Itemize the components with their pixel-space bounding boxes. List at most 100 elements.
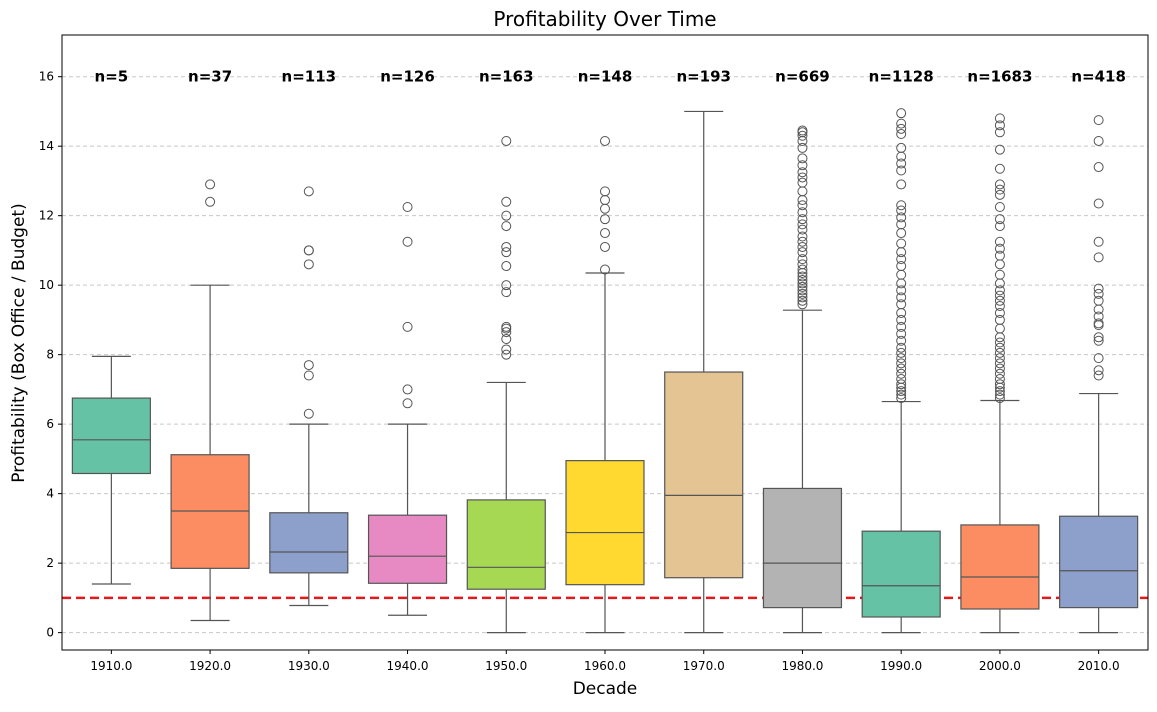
outlier-point	[994, 243, 1005, 254]
box-2010.0	[1059, 115, 1139, 634]
outlier-point	[896, 347, 907, 358]
outlier-point	[303, 360, 314, 371]
outlier-point	[797, 219, 808, 230]
outlier-point	[994, 342, 1005, 353]
outlier-point	[501, 221, 512, 232]
outlier-point	[994, 368, 1005, 379]
outlier-point	[600, 186, 610, 197]
outlier-point	[1093, 335, 1104, 346]
count-label: n=1128	[869, 68, 934, 86]
outlier-point	[896, 335, 907, 346]
outlier-point	[994, 278, 1005, 289]
outlier-point	[1093, 304, 1104, 315]
outlier-point	[600, 241, 610, 252]
outlier-point	[896, 118, 907, 129]
outlier-point	[896, 278, 907, 289]
y-tick-label: 2	[46, 556, 54, 570]
outlier-point	[501, 241, 512, 252]
outlier-point	[994, 337, 1005, 348]
outlier-point	[1093, 283, 1104, 294]
count-label: n=418	[1071, 68, 1126, 86]
outlier-point	[896, 238, 907, 249]
outlier-point	[797, 236, 808, 247]
outlier-point	[797, 172, 808, 183]
outlier-point	[994, 214, 1005, 225]
outlier-point	[994, 379, 1005, 390]
outlier-point	[797, 142, 808, 153]
outlier-point	[797, 292, 808, 303]
outlier-point	[994, 269, 1005, 280]
count-label: n=669	[775, 68, 830, 86]
outlier-point	[1093, 311, 1104, 322]
outlier-point	[402, 201, 413, 212]
count-label: n=148	[578, 68, 633, 86]
outlier-point	[797, 278, 808, 289]
outlier-point	[896, 165, 907, 176]
outlier-point	[797, 125, 808, 136]
count-label: n=193	[676, 68, 731, 86]
iqr-box	[565, 460, 645, 586]
box-1960.0	[565, 135, 645, 634]
y-tick-label: 0	[46, 626, 54, 640]
outlier-point	[896, 219, 907, 230]
outlier-point	[1093, 370, 1104, 381]
outlier-point	[600, 228, 610, 239]
count-label: n=37	[188, 68, 232, 86]
outlier-point	[402, 236, 413, 247]
outlier-point	[896, 328, 907, 339]
outlier-point	[797, 285, 808, 296]
box-1990.0	[861, 108, 941, 634]
outlier-point	[1093, 365, 1104, 376]
outlier-point	[797, 167, 808, 178]
outlier-point	[1093, 115, 1104, 126]
outlier-point	[501, 334, 512, 345]
iqr-box	[71, 397, 151, 475]
outlier-point	[205, 196, 216, 207]
outlier-point	[501, 321, 512, 332]
outlier-point	[994, 301, 1005, 312]
outlier-point	[896, 389, 907, 400]
outlier-point	[600, 214, 610, 225]
outlier-point	[896, 129, 907, 140]
outlier-point	[896, 368, 907, 379]
outlier-point	[896, 254, 907, 265]
y-tick-label: 12	[39, 209, 54, 223]
box-1980.0	[762, 125, 843, 634]
outlier-point	[896, 212, 907, 223]
outlier-point	[1093, 353, 1104, 364]
outlier-point	[994, 323, 1005, 334]
outlier-point	[994, 386, 1005, 397]
x-tick-label: 1970.0	[683, 659, 725, 673]
outlier-point	[402, 321, 413, 332]
box-1970.0	[664, 110, 744, 634]
outlier-point	[797, 299, 808, 310]
outlier-point	[896, 292, 907, 303]
outlier-point	[994, 250, 1005, 261]
outlier-point	[797, 295, 808, 306]
outlier-point	[896, 205, 907, 216]
outlier-point	[896, 151, 907, 162]
outlier-point	[896, 142, 907, 153]
outlier-point	[994, 389, 1005, 400]
outlier-point	[994, 144, 1005, 155]
outlier-point	[994, 163, 1005, 174]
outlier-point	[797, 207, 808, 218]
outlier-point	[896, 299, 907, 310]
outlier-point	[1093, 162, 1104, 173]
outlier-point	[994, 259, 1005, 270]
y-axis-title: Profitability (Box Office / Budget)	[9, 203, 29, 482]
outlier-point	[797, 288, 808, 299]
boxes-group	[71, 108, 1139, 634]
outlier-point	[1093, 236, 1104, 247]
outlier-point	[896, 353, 907, 364]
outlier-point	[994, 363, 1005, 374]
x-tick-label: 2000.0	[979, 659, 1021, 673]
outlier-point	[797, 264, 808, 275]
outlier-point	[303, 245, 314, 256]
box-1940.0	[367, 201, 448, 616]
count-label: n=126	[380, 68, 435, 86]
outlier-point	[896, 342, 907, 353]
outlier-point	[797, 160, 808, 171]
x-tick-label: 1980.0	[781, 659, 823, 673]
